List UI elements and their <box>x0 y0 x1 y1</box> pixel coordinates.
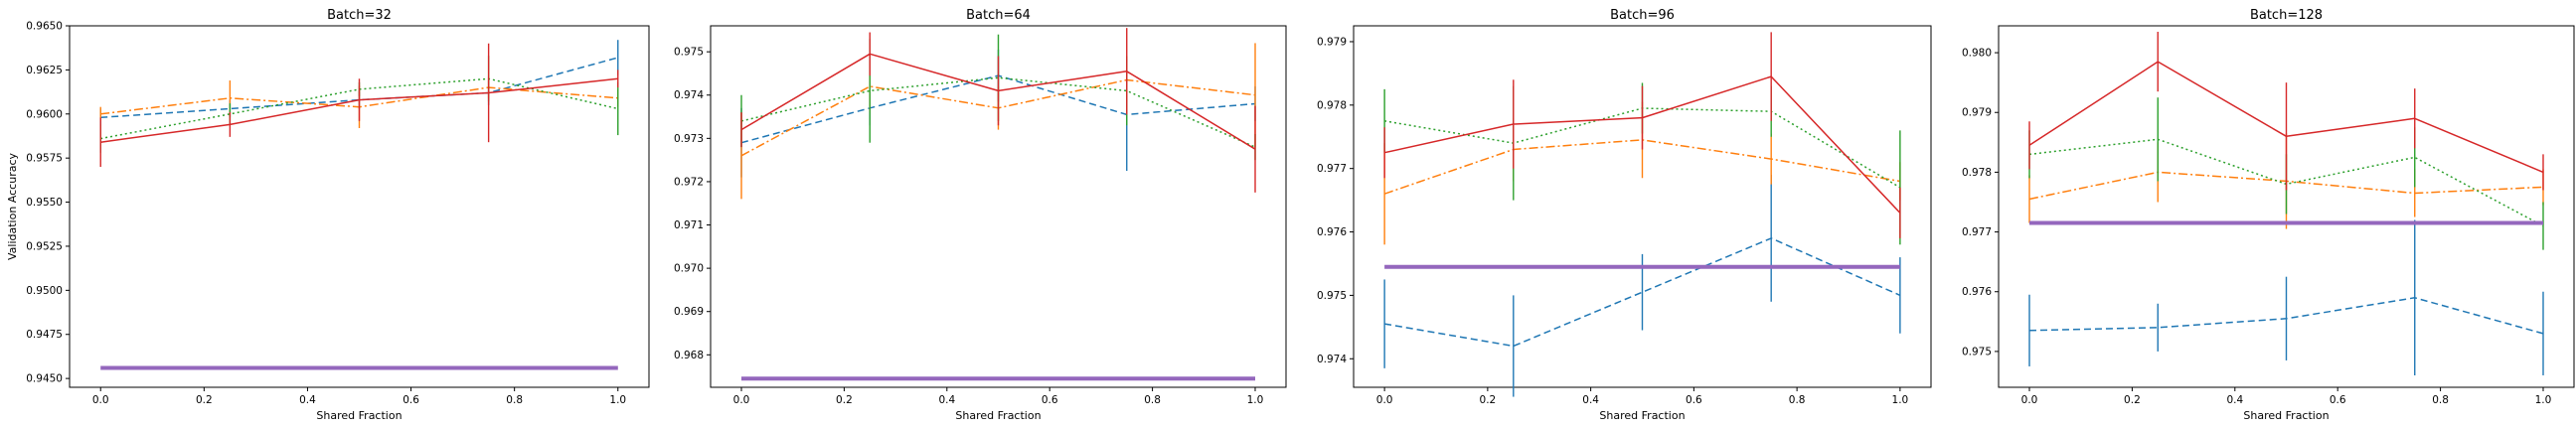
x-axis-label: Shared Fraction <box>2243 409 2329 422</box>
x-tick-label: 0.8 <box>506 394 523 406</box>
x-tick-label: 0.2 <box>2124 394 2141 406</box>
x-tick-label: 0.0 <box>733 394 750 406</box>
x-tick-label: 0.2 <box>1480 394 1497 406</box>
y-axis-label: Validation Accuracy <box>6 152 19 260</box>
chart-panel-3: Batch=96 0.0 0.2 0.4 0.6 0.8 1.0 0.974 0.975 0.97… <box>1317 8 1932 422</box>
x-tick-label: 1.0 <box>1892 394 1909 406</box>
x-axis-label: Shared Fraction <box>1599 409 1685 422</box>
x-tick-label: 1.0 <box>2535 394 2552 406</box>
y-tick-label: 0.9525 <box>26 240 63 252</box>
y-tick-label: 0.979 <box>1317 36 1347 48</box>
x-tick-label: 0.4 <box>938 394 955 406</box>
y-tick-label: 0.977 <box>1317 163 1347 175</box>
x-tick-label: 0.8 <box>1144 394 1161 406</box>
y-tick-label: 0.9600 <box>26 108 63 120</box>
x-tick-label: 0.4 <box>299 394 316 406</box>
plot-frame <box>69 25 650 388</box>
y-tick-label: 0.980 <box>1962 48 1992 60</box>
y-tick-label: 0.979 <box>1962 107 1992 119</box>
series-red <box>99 43 619 168</box>
y-tick-label: 0.975 <box>1317 290 1347 302</box>
x-tick-label: 0.0 <box>1376 394 1393 406</box>
x-tick-label: 0.0 <box>92 394 109 406</box>
chart-title: Batch=96 <box>1610 8 1675 23</box>
y-tick-label: 0.972 <box>674 176 704 188</box>
y-tick-label: 0.970 <box>674 263 704 275</box>
y-tick-label: 0.9550 <box>26 197 63 209</box>
x-axis-label: Shared Fraction <box>316 409 402 422</box>
chart-panel-1: Batch=32 0.0 0.2 0.4 0.6 0.8 1.0 0.9450 0.9475 0.… <box>6 8 650 422</box>
y-tick-label: 0.973 <box>674 133 704 145</box>
y-tick-label: 0.978 <box>1317 99 1347 111</box>
y-tick-label: 0.9500 <box>26 285 63 297</box>
y-tick-label: 0.9650 <box>26 21 63 33</box>
y-tick-label: 0.9575 <box>26 153 63 165</box>
chart-panel-4: Batch=128 0.0 0.2 0.4 0.6 0.8 1.0 0.975 0.976 0.9… <box>1962 8 2575 422</box>
chart-title: Batch=64 <box>966 8 1031 23</box>
x-tick-label: 0.2 <box>836 394 853 406</box>
series-blue <box>1383 175 1901 397</box>
x-tick-label: 0.2 <box>196 394 213 406</box>
y-tick-label: 0.976 <box>1962 286 1992 298</box>
x-axis-label: Shared Fraction <box>955 409 1041 422</box>
y-tick-label: 0.977 <box>1962 226 1992 238</box>
x-tick-label: 0.0 <box>2021 394 2038 406</box>
series-blue <box>2028 219 2544 375</box>
y-tick-label: 0.974 <box>674 89 704 101</box>
chart-title: Batch=128 <box>2250 8 2323 23</box>
y-tick-label: 0.9625 <box>26 65 63 76</box>
x-tick-label: 1.0 <box>609 394 626 406</box>
chart-title: Batch=32 <box>327 8 392 23</box>
plot-frame <box>1353 25 1932 388</box>
y-tick-label: 0.968 <box>674 350 704 361</box>
y-tick-label: 0.975 <box>1962 346 1992 358</box>
series-red <box>740 28 1256 193</box>
y-tick-label: 0.975 <box>674 47 704 59</box>
y-tick-label: 0.969 <box>674 306 704 318</box>
x-tick-label: 0.6 <box>2330 394 2346 406</box>
series-red <box>1383 32 1901 238</box>
series-red <box>2028 32 2544 191</box>
x-tick-label: 0.4 <box>2226 394 2243 406</box>
x-tick-label: 0.6 <box>402 394 419 406</box>
y-tick-label: 0.978 <box>1962 167 1992 179</box>
y-tick-label: 0.976 <box>1317 226 1347 238</box>
y-tick-label: 0.974 <box>1317 354 1347 365</box>
plot-frame <box>710 25 1287 388</box>
y-tick-label: 0.971 <box>674 219 704 231</box>
x-tick-label: 0.6 <box>1042 394 1058 406</box>
y-tick-label: 0.9475 <box>26 329 63 341</box>
plot-frame <box>1998 25 2575 388</box>
x-tick-label: 0.4 <box>1582 394 1599 406</box>
x-tick-label: 1.0 <box>1247 394 1264 406</box>
x-tick-label: 0.8 <box>2432 394 2449 406</box>
chart-panel-2: Batch=64 0.0 0.2 0.4 0.6 0.8 1.0 0.968 0.969 0.97… <box>674 8 1287 422</box>
series-line-green <box>2028 138 2544 227</box>
x-tick-label: 0.8 <box>1789 394 1806 406</box>
y-tick-label: 0.9450 <box>26 373 63 385</box>
x-tick-label: 0.6 <box>1686 394 1702 406</box>
